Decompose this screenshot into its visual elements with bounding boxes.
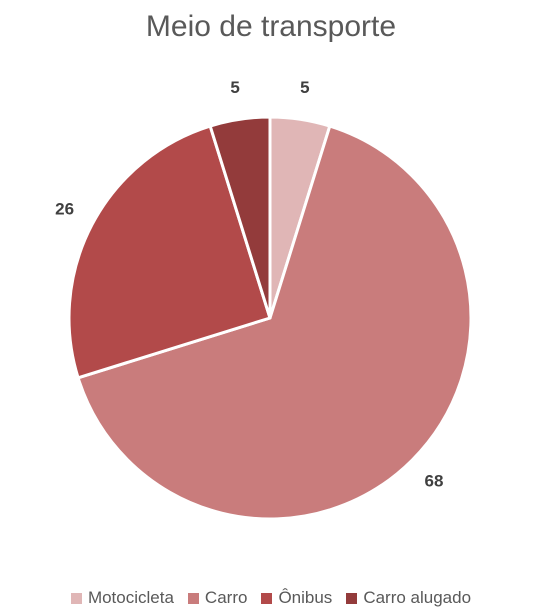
pie-slice-onibus xyxy=(67,124,272,380)
legend-swatch-carro-alugado xyxy=(346,592,358,604)
legend-swatch-motocicleta xyxy=(70,592,82,604)
legend-swatch-onibus xyxy=(261,592,273,604)
pie-chart-plot: 5 68 26 5 xyxy=(55,78,473,521)
legend-label-onibus: Ônibus xyxy=(278,588,333,607)
pie-slice-carro xyxy=(76,124,473,521)
legend-item-carro-alugado: Carro alugado xyxy=(346,588,471,608)
legend-item-carro: Carro xyxy=(187,588,248,608)
legend-item-onibus: Ônibus xyxy=(261,588,332,608)
data-label-onibus: 26 xyxy=(55,200,74,219)
data-label-carro-alugado: 5 xyxy=(230,78,239,97)
legend-label-carro: Carro xyxy=(204,588,248,607)
chart-legend: Motocicleta Carro Ônibus Carro alugado xyxy=(0,588,542,608)
legend-swatch-carro xyxy=(187,592,199,604)
legend-label-motocicleta: Motocicleta xyxy=(87,588,174,607)
data-label-carro: 68 xyxy=(425,471,444,490)
data-label-motocicleta: 5 xyxy=(300,78,309,97)
chart-title: Meio de transporte xyxy=(145,10,397,43)
legend-item-motocicleta: Motocicleta xyxy=(70,588,174,608)
legend-label-carro-alugado: Carro alugado xyxy=(363,588,472,607)
pie-slice-carro-alugado xyxy=(208,115,272,320)
